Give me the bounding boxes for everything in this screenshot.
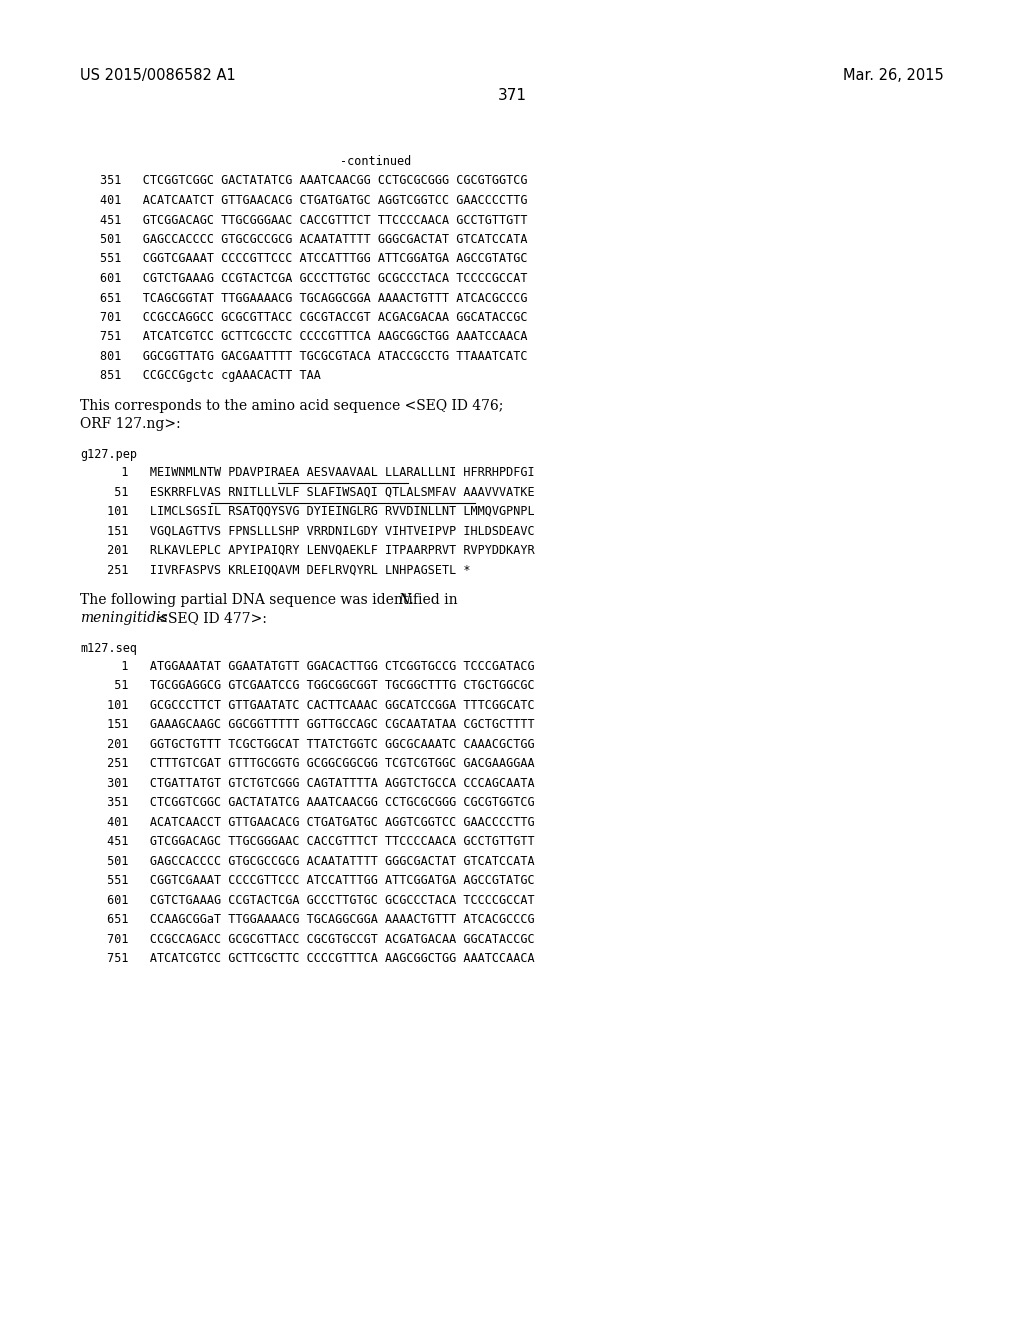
Text: 351   CTCGGTCGGC GACTATATCG AAATCAACGG CCTGCGCGGG CGCGTGGTCG: 351 CTCGGTCGGC GACTATATCG AAATCAACGG CCT…	[100, 174, 527, 187]
Text: The following partial DNA sequence was identified in: The following partial DNA sequence was i…	[80, 593, 462, 607]
Text: meningitidis: meningitidis	[80, 611, 168, 624]
Text: This corresponds to the amino acid sequence <SEQ ID 476;: This corresponds to the amino acid seque…	[80, 399, 504, 413]
Text: 601   CGTCTGAAAG CCGTACTCGA GCCCTTGTGC GCGCCCTACA TCCCCGCCAT: 601 CGTCTGAAAG CCGTACTCGA GCCCTTGTGC GCG…	[100, 894, 535, 907]
Text: 501   GAGCCACCCC GTGCGCCGCG ACAATATTTT GGGCGACTAT GTCATCCATA: 501 GAGCCACCCC GTGCGCCGCG ACAATATTTT GGG…	[100, 855, 535, 869]
Text: 251   IIVRFASPVS KRLEIQQAVM DEFLRVQYRL LNHPAGSETL *: 251 IIVRFASPVS KRLEIQQAVM DEFLRVQYRL LNH…	[100, 564, 470, 577]
Text: 701   CCGCCAGGCC GCGCGTTACC CGCGTACCGT ACGACGACAA GGCATACCGC: 701 CCGCCAGGCC GCGCGTTACC CGCGTACCGT ACG…	[100, 312, 527, 323]
Text: 801   GGCGGTTATG GACGAATTTT TGCGCGTACA ATACCGCCTG TTAAATCATC: 801 GGCGGTTATG GACGAATTTT TGCGCGTACA ATA…	[100, 350, 527, 363]
Text: 651   CCAAGCGGaT TTGGAAAACG TGCAGGCGGA AAAACTGTTT ATCACGCCCG: 651 CCAAGCGGaT TTGGAAAACG TGCAGGCGGA AAA…	[100, 913, 535, 927]
Text: 551   CGGTCGAAAT CCCCGTTCCC ATCCATTTGG ATTCGGATGA AGCCGTATGC: 551 CGGTCGAAAT CCCCGTTCCC ATCCATTTGG ATT…	[100, 252, 527, 265]
Text: 401   ACATCAATCT GTTGAACACG CTGATGATGC AGGTCGGTCC GAACCCCTTG: 401 ACATCAATCT GTTGAACACG CTGATGATGC AGG…	[100, 194, 527, 207]
Text: 851   CCGCCGgctc cgAAACACTT TAA: 851 CCGCCGgctc cgAAACACTT TAA	[100, 370, 321, 383]
Text: Mar. 26, 2015: Mar. 26, 2015	[843, 69, 944, 83]
Text: 451   GTCGGACAGC TTGCGGGAAC CACCGTTTCT TTCCCCAACA GCCTGTTGTT: 451 GTCGGACAGC TTGCGGGAAC CACCGTTTCT TTC…	[100, 836, 535, 849]
Text: 201   RLKAVLEPLC APYIPAIQRY LENVQAEKLF ITPAARPRVT RVPYDDKAYR: 201 RLKAVLEPLC APYIPAIQRY LENVQAEKLF ITP…	[100, 544, 535, 557]
Text: 201   GGTGCTGTTT TCGCTGGCAT TTATCTGGTC GGCGCAAATC CAAACGCTGG: 201 GGTGCTGTTT TCGCTGGCAT TTATCTGGTC GGC…	[100, 738, 535, 751]
Text: 101   GCGCCCTTCT GTTGAATATC CACTTCAAAC GGCATCCGGA TTTCGGCATC: 101 GCGCCCTTCT GTTGAATATC CACTTCAAAC GGC…	[100, 698, 535, 711]
Text: 151   GAAAGCAAGC GGCGGTTTTT GGTTGCCAGC CGCAATATAA CGCTGCTTTT: 151 GAAAGCAAGC GGCGGTTTTT GGTTGCCAGC CGC…	[100, 718, 535, 731]
Text: 501   GAGCCACCCC GTGCGCCGCG ACAATATTTT GGGCGACTAT GTCATCCATA: 501 GAGCCACCCC GTGCGCCGCG ACAATATTTT GGG…	[100, 234, 527, 246]
Text: 751   ATCATCGTCC GCTTCGCCTC CCCCGTTTCA AAGCGGCTGG AAATCCAACA: 751 ATCATCGTCC GCTTCGCCTC CCCCGTTTCA AAG…	[100, 330, 527, 343]
Text: 301   CTGATTATGT GTCTGTCGGG CAGTATTTTA AGGTCTGCCA CCCAGCAATA: 301 CTGATTATGT GTCTGTCGGG CAGTATTTTA AGG…	[100, 777, 535, 789]
Text: N.: N.	[398, 593, 414, 607]
Text: 601   CGTCTGAAAG CCGTACTCGA GCCCTTGTGC GCGCCCTACA TCCCCGCCAT: 601 CGTCTGAAAG CCGTACTCGA GCCCTTGTGC GCG…	[100, 272, 527, 285]
Text: 101   LIMCLSGSIL RSATQQYSVG DYIEINGLRG RVVDINLLNT LMMQVGPNPL: 101 LIMCLSGSIL RSATQQYSVG DYIEINGLRG RVV…	[100, 506, 535, 517]
Text: 401   ACATCAACCT GTTGAACACG CTGATGATGC AGGTCGGTCC GAACCCCTTG: 401 ACATCAACCT GTTGAACACG CTGATGATGC AGG…	[100, 816, 535, 829]
Text: 751   ATCATCGTCC GCTTCGCTTC CCCCGTTTCA AAGCGGCTGG AAATCCAACA: 751 ATCATCGTCC GCTTCGCTTC CCCCGTTTCA AAG…	[100, 953, 535, 965]
Text: 51   TGCGGAGGCG GTCGAATCCG TGGCGGCGGT TGCGGCTTTG CTGCTGGCGC: 51 TGCGGAGGCG GTCGAATCCG TGGCGGCGGT TGCG…	[100, 680, 535, 693]
Text: 51   ESKRRFLVAS RNITLLLVLF SLAFIWSAQI QTLALSMFAV AAAVVVATKE: 51 ESKRRFLVAS RNITLLLVLF SLAFIWSAQI QTLA…	[100, 486, 535, 499]
Text: 151   VGQLAGTTVS FPNSLLLSHP VRRDNILGDY VIHTVEIPVP IHLDSDEAVC: 151 VGQLAGTTVS FPNSLLLSHP VRRDNILGDY VIH…	[100, 524, 535, 537]
Text: US 2015/0086582 A1: US 2015/0086582 A1	[80, 69, 236, 83]
Text: 451   GTCGGACAGC TTGCGGGAAC CACCGTTTCT TTCCCCAACA GCCTGTTGTT: 451 GTCGGACAGC TTGCGGGAAC CACCGTTTCT TTC…	[100, 214, 527, 227]
Text: 701   CCGCCAGACC GCGCGTTACC CGCGTGCCGT ACGATGACAA GGCATACCGC: 701 CCGCCAGACC GCGCGTTACC CGCGTGCCGT ACG…	[100, 933, 535, 946]
Text: 1   ATGGAAATAT GGAATATGTT GGACACTTGG CTCGGTGCCG TCCCGATACG: 1 ATGGAAATAT GGAATATGTT GGACACTTGG CTCGG…	[100, 660, 535, 673]
Text: 351   CTCGGTCGGC GACTATATCG AAATCAACGG CCTGCGCGGG CGCGTGGTCG: 351 CTCGGTCGGC GACTATATCG AAATCAACGG CCT…	[100, 796, 535, 809]
Text: g127.pep: g127.pep	[80, 449, 137, 462]
Text: 251   CTTTGTCGAT GTTTGCGGTG GCGGCGGCGG TCGTCGTGGC GACGAAGGAA: 251 CTTTGTCGAT GTTTGCGGTG GCGGCGGCGG TCG…	[100, 758, 535, 771]
Text: ORF 127.ng>:: ORF 127.ng>:	[80, 417, 180, 430]
Text: 651   TCAGCGGTAT TTGGAAAACG TGCAGGCGGA AAAACTGTTT ATCACGCCCG: 651 TCAGCGGTAT TTGGAAAACG TGCAGGCGGA AAA…	[100, 292, 527, 305]
Text: <SEQ ID 477>:: <SEQ ID 477>:	[152, 611, 267, 624]
Text: m127.seq: m127.seq	[80, 643, 137, 655]
Text: -continued: -continued	[340, 154, 412, 168]
Text: 1   MEIWNMLNTW PDAVPIRAEA AESVAAVAAL LLARALLLNI HFRRHPDFGI: 1 MEIWNMLNTW PDAVPIRAEA AESVAAVAAL LLARA…	[100, 466, 535, 479]
Text: 371: 371	[498, 88, 526, 103]
Text: 551   CGGTCGAAAT CCCCGTTCCC ATCCATTTGG ATTCGGATGA AGCCGTATGC: 551 CGGTCGAAAT CCCCGTTCCC ATCCATTTGG ATT…	[100, 874, 535, 887]
